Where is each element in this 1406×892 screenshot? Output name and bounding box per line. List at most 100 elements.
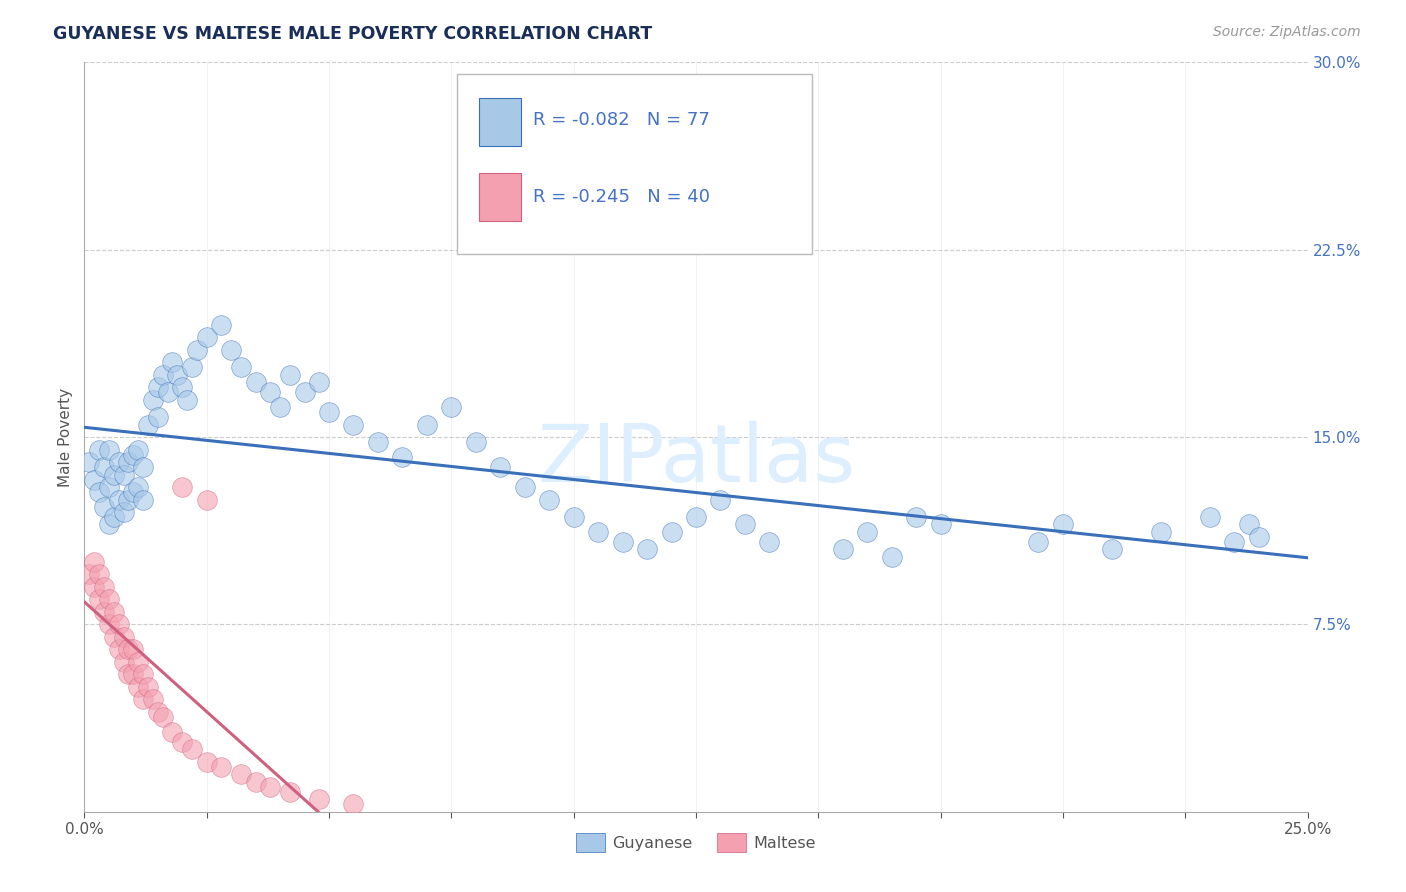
Point [1247,530,1270,544]
Point [146,705,169,719]
Point [97,442,120,457]
Point [661,524,683,539]
Point [117,492,139,507]
Text: R = -0.245   N = 40: R = -0.245 N = 40 [533,188,710,206]
Point [162,355,184,369]
Point [127,680,149,694]
Point [146,380,169,394]
Point [538,492,561,507]
Point [489,460,512,475]
Point [186,343,208,357]
Point [107,455,129,469]
Point [1150,524,1173,539]
Point [93,500,115,514]
Point [83,473,105,487]
Point [132,692,155,706]
Point [245,774,267,789]
Point [132,492,155,507]
Point [77,455,100,469]
Point [142,692,165,706]
Point [562,510,585,524]
Point [83,555,105,569]
Point [112,467,135,482]
FancyBboxPatch shape [479,173,522,221]
Point [209,760,232,774]
Point [245,375,267,389]
Point [758,535,780,549]
Point [367,435,389,450]
Point [107,492,129,507]
Point [112,630,135,644]
Point [709,492,731,507]
Text: GUYANESE VS MALTESE MALE POVERTY CORRELATION CHART: GUYANESE VS MALTESE MALE POVERTY CORRELA… [53,25,652,43]
Point [172,480,194,494]
Point [93,605,115,619]
Point [93,460,115,475]
Point [87,485,110,500]
Point [416,417,439,432]
Point [142,392,165,407]
Point [117,667,139,681]
Point [103,630,125,644]
Point [1101,542,1123,557]
Point [195,755,218,769]
Text: ZIPatlas: ZIPatlas [537,420,855,499]
Point [1198,510,1220,524]
Point [93,580,115,594]
Point [318,405,340,419]
Point [1237,517,1260,532]
Point [103,605,125,619]
Point [136,417,159,432]
FancyBboxPatch shape [457,74,813,253]
Point [77,567,100,582]
Point [166,368,188,382]
Point [87,442,110,457]
Point [1052,517,1074,532]
Point [342,797,364,812]
Point [259,385,281,400]
Point [112,505,135,519]
Point [269,400,291,414]
Point [229,360,252,375]
Point [152,368,174,382]
Point [103,467,125,482]
Point [172,735,194,749]
Point [132,460,155,475]
Point [219,343,242,357]
Legend: Guyanese, Maltese: Guyanese, Maltese [568,825,824,860]
Point [152,710,174,724]
Point [308,375,330,389]
Point [1223,535,1246,549]
Point [612,535,634,549]
FancyBboxPatch shape [479,98,522,146]
Point [734,517,756,532]
Point [122,485,145,500]
Point [195,492,218,507]
Point [127,480,149,494]
Point [127,655,149,669]
Point [391,450,413,464]
Point [685,510,707,524]
Text: R = -0.082   N = 77: R = -0.082 N = 77 [533,112,710,129]
Point [905,510,928,524]
Point [259,780,281,794]
Point [176,392,198,407]
Point [856,524,879,539]
Point [181,360,204,375]
Point [929,517,952,532]
Y-axis label: Male Poverty: Male Poverty [58,387,73,487]
Point [132,667,155,681]
Point [146,410,169,425]
Point [636,542,658,557]
Point [107,617,129,632]
Point [122,667,145,681]
Point [136,680,159,694]
Point [586,524,609,539]
Point [294,385,316,400]
Point [97,517,120,532]
Point [117,455,139,469]
Point [278,785,301,799]
Point [122,448,145,462]
Point [97,592,120,607]
Point [87,567,110,582]
